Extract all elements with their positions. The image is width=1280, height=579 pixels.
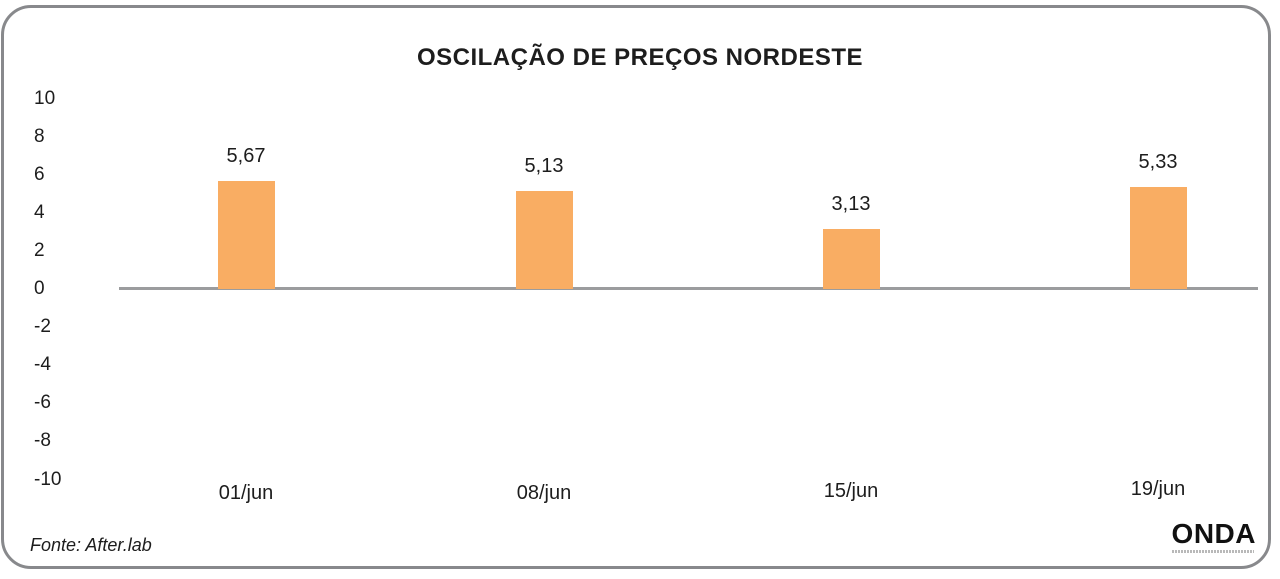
y-axis-tick-label: 10 — [34, 87, 56, 109]
bar-value-label: 5,33 — [1138, 151, 1178, 173]
x-axis-category-label: 19/jun — [1130, 478, 1186, 500]
x-axis-category-label: 15/jun — [823, 480, 879, 502]
bar — [1129, 187, 1187, 289]
x-axis-category-label: 01/jun — [218, 482, 274, 504]
bar — [515, 191, 573, 289]
y-axis-tick-label: -6 — [34, 392, 51, 414]
onda-logo: ONDA — [1171, 518, 1256, 553]
x-axis-category-label: 08/jun — [516, 482, 572, 504]
onda-logo-text: ONDA — [1171, 518, 1256, 549]
bar-value-label: 3,13 — [831, 193, 871, 215]
chart-title: OSCILAÇÃO DE PREÇOS NORDESTE — [416, 44, 864, 71]
y-axis-tick-label: 2 — [34, 239, 45, 261]
bar — [217, 181, 275, 289]
y-axis-tick-label: 0 — [34, 278, 45, 299]
bar-value-label: 5,67 — [226, 145, 266, 167]
y-axis-tick-label: -8 — [34, 430, 51, 452]
y-axis-tick-label: -10 — [34, 468, 62, 490]
bar — [822, 229, 880, 289]
source-note: Fonte: After.lab — [30, 535, 152, 555]
y-axis-tick-label: -4 — [34, 354, 51, 376]
onda-logo-tagline — [1171, 550, 1254, 553]
bar-value-label: 5,13 — [524, 155, 564, 177]
y-axis-tick-label: 8 — [34, 125, 45, 147]
x-axis-line — [119, 287, 1258, 290]
y-axis-tick-label: -2 — [34, 316, 51, 338]
y-axis-tick-label: 6 — [34, 163, 45, 185]
y-axis-tick-label: 4 — [34, 201, 45, 223]
